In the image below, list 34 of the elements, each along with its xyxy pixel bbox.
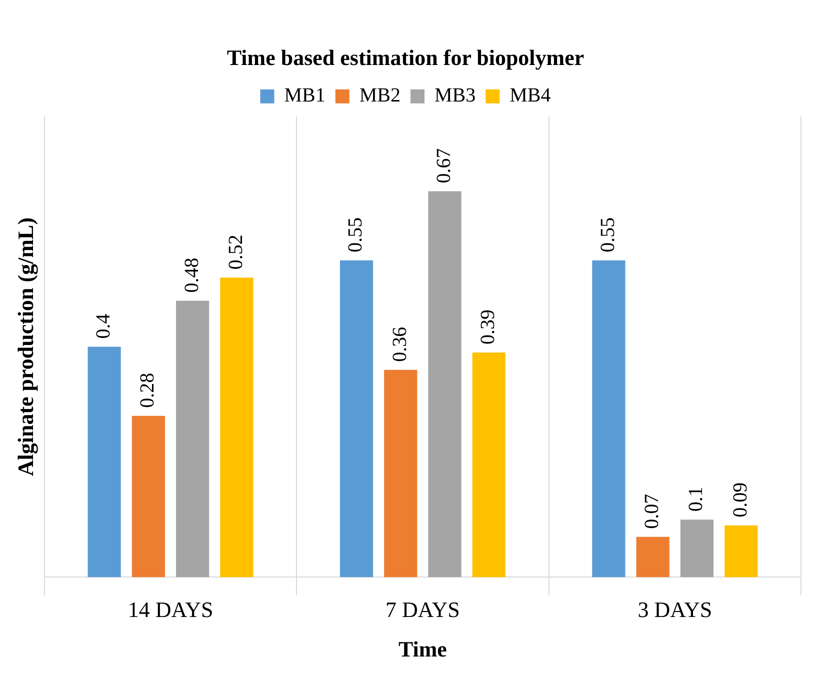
data-label: 0.28 bbox=[136, 372, 159, 408]
x-axis-title: Time bbox=[398, 636, 448, 662]
x-tick-label: 14 DAYS bbox=[128, 597, 214, 622]
legend-label: MB1 bbox=[284, 84, 326, 107]
bar bbox=[132, 416, 165, 578]
data-label: 0.48 bbox=[180, 258, 203, 293]
data-label: 0.55 bbox=[596, 217, 619, 252]
data-label: 0.1 bbox=[685, 486, 708, 512]
x-tick-label: 3 DAYS bbox=[638, 597, 712, 622]
bar bbox=[340, 260, 374, 578]
legend-label: MB2 bbox=[359, 84, 400, 107]
x-tick-label: 7 DAYS bbox=[386, 597, 460, 622]
legend-label: MB4 bbox=[510, 84, 551, 107]
bar bbox=[472, 352, 506, 578]
data-label: 0.52 bbox=[224, 234, 247, 270]
data-label: 0.09 bbox=[729, 482, 752, 518]
bar bbox=[428, 191, 462, 578]
bar bbox=[88, 346, 121, 578]
bar bbox=[384, 370, 418, 578]
bar bbox=[680, 520, 714, 578]
data-label: 0.4 bbox=[92, 314, 115, 339]
bar bbox=[220, 278, 254, 578]
bar bbox=[176, 300, 210, 578]
bar bbox=[636, 536, 670, 578]
data-label: 0.07 bbox=[641, 494, 664, 529]
bar bbox=[592, 260, 626, 578]
bar bbox=[724, 525, 758, 578]
legend-label: MB3 bbox=[434, 84, 476, 107]
y-axis-title: Alginate production (g/mL) bbox=[12, 217, 38, 476]
data-label: 0.39 bbox=[477, 310, 500, 345]
data-label: 0.36 bbox=[388, 326, 411, 362]
data-label: 0.67 bbox=[433, 148, 456, 184]
data-label: 0.55 bbox=[344, 217, 367, 252]
chart-title: Time based estimation for biopolymer bbox=[226, 44, 584, 70]
